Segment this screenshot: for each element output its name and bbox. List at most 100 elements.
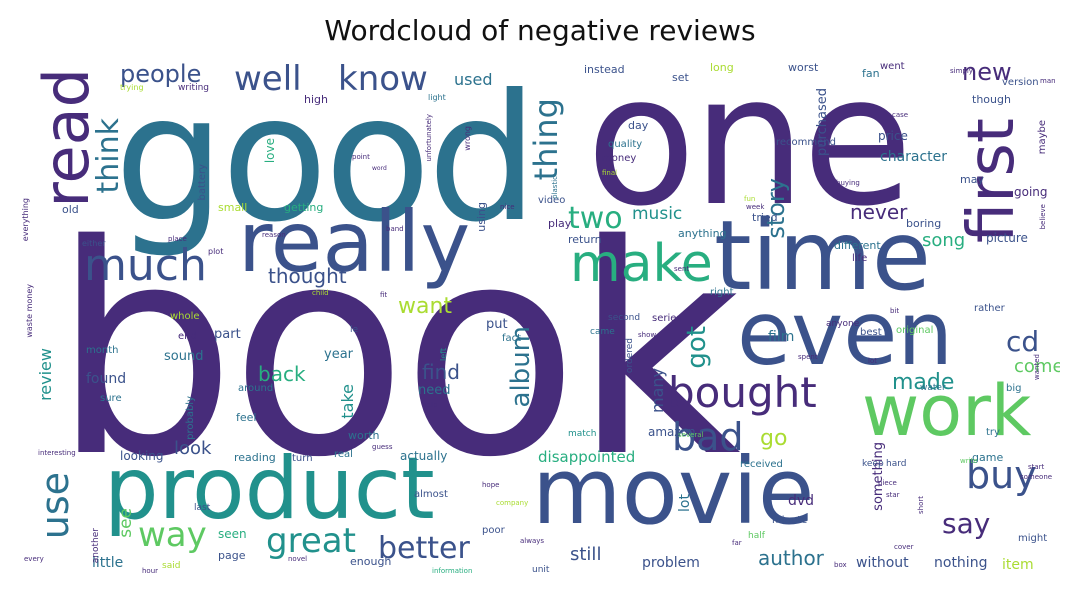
cloud-word: one xyxy=(586,58,913,246)
cloud-word: water xyxy=(920,383,946,393)
cloud-word: bought xyxy=(668,368,817,417)
cloud-word: well xyxy=(234,59,302,99)
cloud-word: turn xyxy=(292,453,313,464)
cloud-word: sure xyxy=(100,393,122,404)
cloud-word: plastic xyxy=(551,176,559,199)
cloud-word: month xyxy=(86,345,119,356)
cloud-word: original xyxy=(896,325,934,336)
cloud-word: lot xyxy=(868,357,877,365)
cloud-word: second xyxy=(608,313,641,323)
cloud-word: actually xyxy=(400,449,448,463)
cloud-word: waste money xyxy=(25,284,34,338)
cloud-word: received xyxy=(740,459,783,470)
cloud-word: life xyxy=(852,253,868,264)
cloud-word: unfortunately xyxy=(425,114,433,162)
cloud-word: plot xyxy=(208,247,224,256)
cloud-word: take xyxy=(338,384,357,419)
cloud-word: disappointed xyxy=(538,448,636,466)
cloud-word: best xyxy=(860,327,882,338)
cloud-word: picture xyxy=(986,231,1028,245)
cloud-word: almost xyxy=(414,489,448,500)
cloud-word: something xyxy=(871,442,886,511)
cloud-word: said xyxy=(162,561,181,571)
cloud-word: reading xyxy=(234,451,276,464)
cloud-word: quality xyxy=(608,139,643,150)
cloud-word: money xyxy=(602,153,637,164)
cloud-word: left xyxy=(439,348,448,361)
cloud-word: back xyxy=(258,362,306,386)
cloud-word: need xyxy=(418,383,451,398)
cloud-word: light xyxy=(428,93,446,102)
word-cloud: book good one time really movie product … xyxy=(22,58,1060,578)
cloud-word: go xyxy=(760,426,788,451)
cloud-word: long xyxy=(710,61,734,74)
cloud-word: another xyxy=(91,528,101,564)
cloud-word: writing xyxy=(178,83,210,93)
cloud-word: love xyxy=(263,138,277,164)
cloud-word: amazon xyxy=(648,425,696,439)
cloud-word: hope xyxy=(482,481,500,489)
cloud-word: different xyxy=(834,239,881,252)
cloud-word: anyone xyxy=(826,319,860,329)
cloud-word: getting xyxy=(284,201,324,214)
figure-title: Wordcloud of negative reviews xyxy=(324,14,756,47)
cloud-word: think xyxy=(91,118,126,194)
cloud-word: find xyxy=(422,360,460,384)
cloud-word: cd xyxy=(1006,325,1040,358)
cloud-word: box xyxy=(834,561,847,569)
cloud-word: might xyxy=(1018,533,1048,544)
cloud-word: movie xyxy=(532,438,815,545)
cloud-word: real xyxy=(334,449,353,460)
cloud-word: hour xyxy=(142,567,159,575)
cloud-word: new xyxy=(962,58,1012,86)
cloud-word: several xyxy=(678,431,704,439)
cloud-word: though xyxy=(972,93,1011,106)
cloud-word: still xyxy=(570,544,602,565)
cloud-word: child xyxy=(312,289,329,297)
cloud-word: buying xyxy=(836,179,860,187)
cloud-word: wrong xyxy=(463,126,472,151)
cloud-word: know xyxy=(338,59,428,99)
cloud-word: point xyxy=(352,153,370,161)
cloud-word: found xyxy=(86,371,127,387)
cloud-word: going xyxy=(1014,185,1048,199)
cloud-word: version xyxy=(1002,77,1039,88)
cloud-word: maybe xyxy=(1037,120,1048,155)
cloud-word: worst xyxy=(788,61,819,74)
cloud-word: either xyxy=(82,239,106,248)
cloud-word: story xyxy=(762,178,790,239)
cloud-word: nice xyxy=(500,203,515,211)
cloud-word: made xyxy=(892,370,955,395)
cloud-word: man xyxy=(1040,77,1056,85)
cloud-word: sound xyxy=(164,349,204,364)
cloud-word: interesting xyxy=(38,449,76,457)
cloud-word: poor xyxy=(482,525,505,536)
cloud-word: rather xyxy=(974,303,1005,314)
cloud-word: series xyxy=(652,313,682,324)
cloud-word: probably xyxy=(185,396,196,440)
cloud-word: work xyxy=(862,370,1032,452)
cloud-word: week xyxy=(746,203,765,211)
cloud-word: review xyxy=(36,348,55,401)
cloud-word: using xyxy=(475,202,488,232)
cloud-word: feel xyxy=(236,411,257,424)
cloud-word: unit xyxy=(532,565,550,575)
cloud-word: great xyxy=(266,521,356,561)
cloud-word: many xyxy=(648,368,667,413)
cloud-word: whole xyxy=(170,311,200,322)
cloud-word: see xyxy=(116,508,136,538)
cloud-word: novel xyxy=(288,555,308,563)
cloud-word: always xyxy=(520,537,545,545)
cloud-word: small xyxy=(218,201,248,214)
cloud-word: day xyxy=(628,119,649,132)
cloud-word: star xyxy=(886,491,900,499)
cloud-word: recommend xyxy=(776,137,836,148)
cloud-word: went xyxy=(880,61,905,72)
cloud-word: good xyxy=(114,58,538,261)
cloud-word: tried xyxy=(752,211,778,224)
cloud-word: never xyxy=(850,200,908,224)
cloud-word: music xyxy=(632,204,683,224)
cloud-word: around xyxy=(238,383,274,394)
cloud-word: seen xyxy=(218,527,247,541)
cloud-word: match xyxy=(568,429,597,439)
